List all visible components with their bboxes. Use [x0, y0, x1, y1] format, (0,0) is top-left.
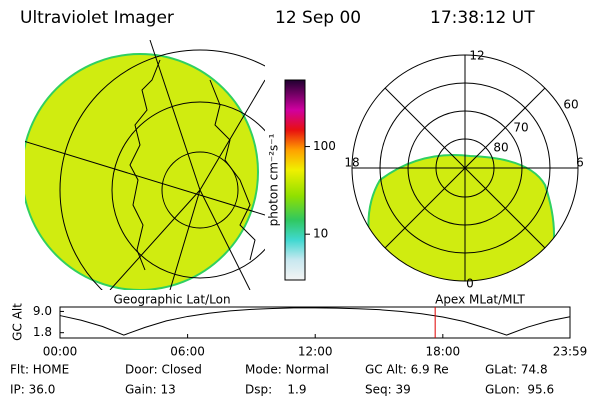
- y-axis-label: GC Alt: [11, 303, 25, 341]
- alt-plot-frame: [59, 306, 571, 339]
- map-title: Geographic Lat/Lon: [113, 293, 230, 307]
- y-tick-label: 1.8: [33, 325, 52, 339]
- lat-label: 70: [513, 121, 528, 135]
- x-tick-label: 00:00: [43, 345, 78, 359]
- info-field: IP: 36.0: [10, 383, 55, 397]
- x-tick-label: 12:00: [298, 345, 333, 359]
- colorbar-label: photon cm⁻²s⁻¹: [267, 133, 281, 226]
- info-field: Door: Closed: [125, 363, 202, 377]
- colorbar-tick-label: 100: [313, 139, 336, 153]
- map-title: Apex MLat/MLT: [435, 293, 525, 307]
- mlt-label: 18: [344, 156, 359, 170]
- info-field: Flt: HOME: [10, 363, 69, 377]
- y-tick-label: 9.0: [33, 304, 52, 318]
- info-field: GLat: 74.8: [485, 363, 548, 377]
- info-field: GLon: 95.6: [485, 383, 554, 397]
- info-field: Gain: 13: [125, 383, 176, 397]
- x-tick-label: 06:00: [170, 345, 205, 359]
- info-field: Mode: Normal: [245, 363, 329, 377]
- altitude-line: [59, 307, 571, 336]
- info-field: Dsp: 1.9: [245, 383, 307, 397]
- mlt-label: 12: [469, 49, 484, 63]
- time: 17:38:12 UT: [430, 8, 535, 28]
- polar-plot: [351, 54, 579, 282]
- info-field: GC Alt: 6.9 Re: [365, 363, 449, 377]
- lat-label: 80: [493, 141, 508, 155]
- instrument: Ultraviolet Imager: [20, 8, 174, 28]
- date: 12 Sep 00: [275, 8, 361, 28]
- mlt-label: 6: [576, 156, 584, 170]
- mlt-label: 0: [466, 277, 474, 291]
- x-tick-label: 23:59: [553, 345, 588, 359]
- colorbar-tick-label: 10: [313, 227, 328, 241]
- geo-map: [25, 40, 265, 290]
- x-tick-label: 18:00: [426, 345, 461, 359]
- info-field: Seq: 39: [365, 383, 411, 397]
- colorbar: [284, 79, 306, 281]
- lat-label: 60: [563, 98, 578, 112]
